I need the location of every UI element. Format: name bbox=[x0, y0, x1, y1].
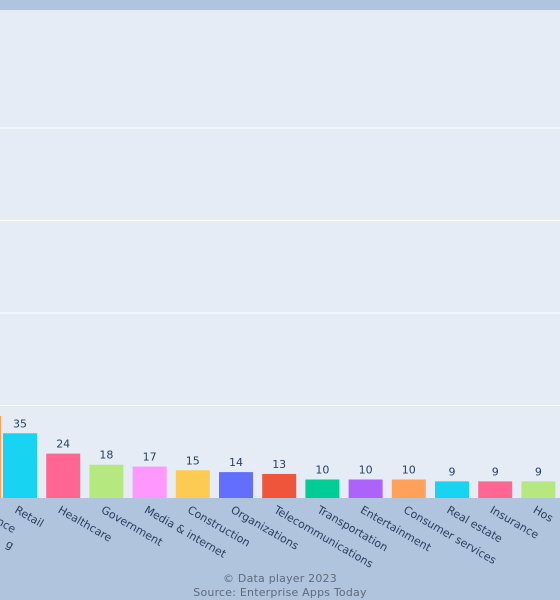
bar-12 bbox=[435, 481, 469, 498]
bar-5 bbox=[132, 466, 167, 498]
bar-6 bbox=[175, 470, 210, 498]
x-tick-label-14: Hos bbox=[531, 503, 556, 525]
bar-value-label-13: 9 bbox=[492, 465, 499, 478]
bar-value-label-12: 9 bbox=[449, 465, 456, 478]
bar-3 bbox=[46, 453, 81, 498]
bar-13 bbox=[478, 481, 513, 498]
bar-4 bbox=[89, 464, 124, 498]
bar-1 bbox=[0, 416, 1, 498]
bar-14 bbox=[521, 481, 556, 498]
bar-value-label-6: 15 bbox=[186, 454, 200, 467]
bar-value-label-14: 9 bbox=[535, 465, 542, 478]
bar-value-label-10: 10 bbox=[359, 464, 373, 477]
bar-7 bbox=[219, 472, 253, 498]
bar-value-label-2: 35 bbox=[13, 417, 27, 430]
bar-11 bbox=[391, 479, 426, 498]
plot-area bbox=[0, 10, 560, 498]
bar-value-label-9: 10 bbox=[315, 464, 329, 477]
bar-value-label-7: 14 bbox=[229, 456, 243, 469]
x-tick-label-0: g bbox=[4, 537, 17, 552]
footer-source: Source: Enterprise Apps Today bbox=[193, 586, 367, 599]
bar-9 bbox=[305, 479, 340, 498]
bar-value-label-4: 18 bbox=[99, 449, 113, 462]
bar-2 bbox=[3, 433, 37, 498]
x-tick-label-2: Retail bbox=[13, 503, 46, 530]
bar-value-label-3: 24 bbox=[56, 438, 70, 451]
bar-value-label-5: 17 bbox=[143, 451, 157, 464]
bar-value-label-8: 13 bbox=[272, 458, 286, 471]
footer-copyright: © Data player 2023 bbox=[223, 572, 337, 585]
bar-10 bbox=[348, 479, 383, 498]
bar-8 bbox=[262, 473, 297, 498]
bar-value-label-11: 10 bbox=[402, 464, 416, 477]
